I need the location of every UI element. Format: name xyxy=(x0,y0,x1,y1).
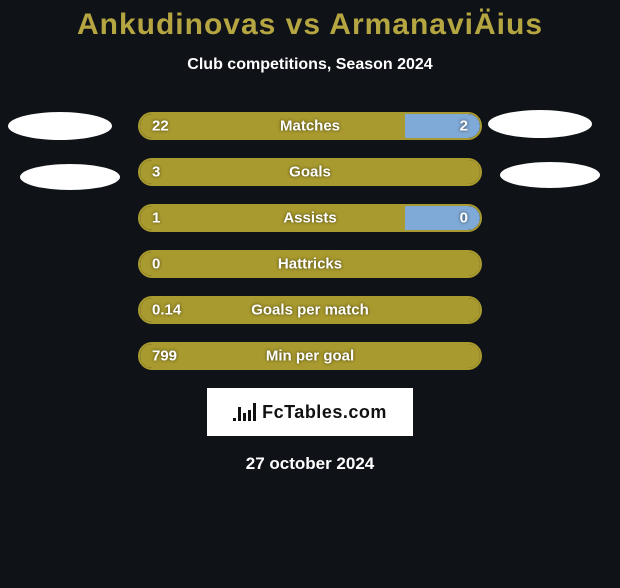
stat-bar: 3 Goals xyxy=(138,158,482,186)
stat-value-left: 1 xyxy=(152,210,160,227)
stat-row: 799 Min per goal xyxy=(0,342,620,370)
stat-row: 0 Hattricks xyxy=(0,250,620,278)
stat-label: Hattricks xyxy=(278,256,342,273)
stat-label: Goals per match xyxy=(251,302,369,319)
stat-bar-left xyxy=(140,206,405,230)
page-title: Ankudinovas vs ArmanaviÄius xyxy=(0,8,620,42)
stat-label: Min per goal xyxy=(266,348,354,365)
stat-bar: 222Matches xyxy=(138,112,482,140)
stat-bar: 0.14 Goals per match xyxy=(138,296,482,324)
stat-value-left: 799 xyxy=(152,348,177,365)
logo-chart-icon xyxy=(233,403,256,421)
stat-bar-left xyxy=(140,114,405,138)
stat-value-left: 0 xyxy=(152,256,160,273)
stat-value-left: 22 xyxy=(152,118,169,135)
logo: FcTables.com xyxy=(233,402,387,423)
stat-value-left: 3 xyxy=(152,164,160,181)
comparison-card: Ankudinovas vs ArmanaviÄius Club competi… xyxy=(0,8,620,474)
subtitle: Club competitions, Season 2024 xyxy=(0,56,620,74)
stat-row: 222Matches xyxy=(0,112,620,140)
stat-bar-right xyxy=(405,114,480,138)
logo-box: FcTables.com xyxy=(207,388,413,436)
stat-row: 1 0 Assists xyxy=(0,204,620,232)
stat-row: 0.14 Goals per match xyxy=(0,296,620,324)
stat-bar: 1 0 Assists xyxy=(138,204,482,232)
stat-label: Matches xyxy=(280,118,340,135)
stat-label: Goals xyxy=(289,164,331,181)
stat-bar-right xyxy=(405,206,480,230)
stat-value-right: 0 xyxy=(460,210,468,227)
stat-bar: 0 Hattricks xyxy=(138,250,482,278)
stats-area: 222Matches3Goals10Assists0Hattricks0.14G… xyxy=(0,112,620,370)
stat-value-right: 2 xyxy=(460,118,468,135)
stat-bar: 799 Min per goal xyxy=(138,342,482,370)
stat-label: Assists xyxy=(283,210,336,227)
logo-text: FcTables.com xyxy=(262,402,387,423)
stat-value-left: 0.14 xyxy=(152,302,181,319)
stat-row: 3 Goals xyxy=(0,158,620,186)
date-line: 27 october 2024 xyxy=(0,454,620,474)
